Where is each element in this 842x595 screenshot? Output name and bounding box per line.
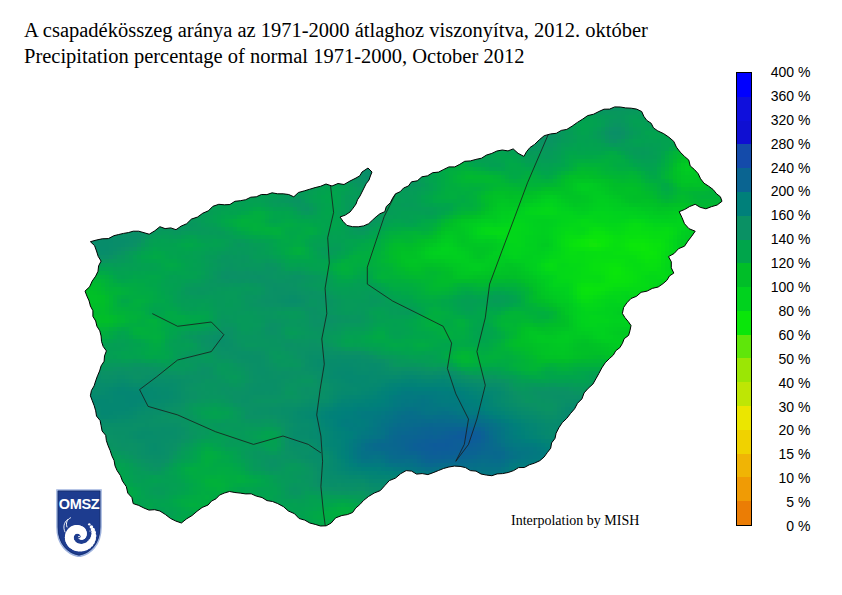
svg-text:OMSZ: OMSZ: [59, 496, 100, 512]
